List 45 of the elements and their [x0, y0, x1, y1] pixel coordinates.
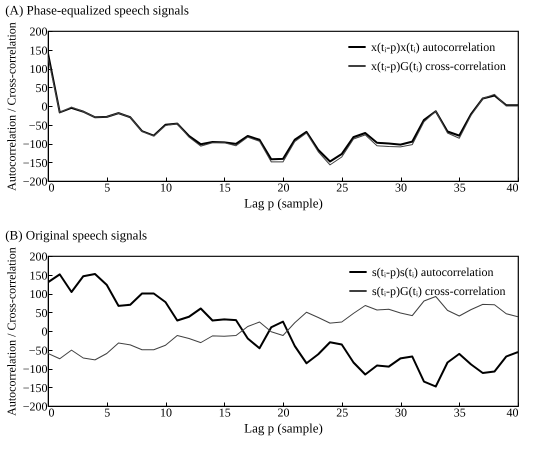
x-tick-label: 40: [506, 180, 518, 194]
x-axis-title: Lag p (sample): [244, 196, 323, 210]
y-tick-label: 100: [30, 287, 48, 301]
x-tick-label: 30: [395, 180, 407, 194]
y-axis-title: Autocorrelation / Cross-correlation: [4, 22, 19, 191]
x-tick-label: 25: [336, 180, 348, 194]
y-tick-label: −100: [22, 137, 48, 151]
legend-label: s(tᵢ-p)G(tᵢ) cross-correlation: [372, 284, 506, 298]
y-tick-label: 150: [30, 43, 48, 58]
x-tick-label: 10: [160, 406, 172, 420]
y-tick-label: −50: [28, 343, 48, 358]
x-tick-label: 5: [104, 406, 110, 420]
x-tick-label: 30: [395, 406, 407, 420]
legend-label: s(tᵢ-p)s(tᵢ) autocorrelation: [372, 265, 494, 279]
y-tick-label: 200: [30, 24, 48, 38]
x-tick-label: 20: [278, 406, 290, 420]
x-tick-label: 5: [104, 180, 110, 194]
x-tick-label: 20: [278, 180, 290, 194]
x-tick-label: 40: [506, 406, 518, 420]
legend-label: x(tᵢ-p)G(tᵢ) cross-correlation: [371, 59, 506, 73]
y-tick-label: −200: [22, 174, 48, 188]
legend-label: x(tᵢ-p)x(tᵢ) autocorrelation: [371, 40, 496, 54]
chart-title: (A) Phase-equalized speech signals: [5, 2, 189, 18]
x-tick-label: 15: [218, 180, 231, 194]
y-tick-label: −150: [22, 156, 48, 170]
y-tick-label: 0: [42, 324, 48, 338]
y-tick-label: 100: [30, 62, 48, 76]
line-series: [48, 296, 518, 360]
chart-title: (B) Original speech signals: [5, 228, 148, 243]
y-tick-label: 200: [30, 250, 48, 264]
y-tick-label: −150: [22, 380, 48, 395]
y-tick-label: −100: [22, 362, 48, 376]
y-tick-label: 0: [42, 100, 48, 114]
y-tick-label: −200: [22, 400, 48, 414]
y-tick-label: −50: [28, 118, 48, 132]
x-axis-title: Lag p (sample): [244, 420, 323, 436]
x-tick-label: 25: [336, 406, 348, 420]
y-tick-label: 50: [36, 306, 48, 320]
x-tick-label: 35: [454, 180, 466, 194]
x-tick-label: 35: [454, 406, 466, 420]
x-tick-label: 15: [218, 406, 231, 420]
y-axis-title: Autocorrelation / Cross-correlation: [4, 247, 19, 416]
x-tick-label: 10: [160, 180, 172, 194]
y-tick-label: 150: [30, 268, 48, 282]
y-tick-label: 50: [36, 80, 48, 95]
